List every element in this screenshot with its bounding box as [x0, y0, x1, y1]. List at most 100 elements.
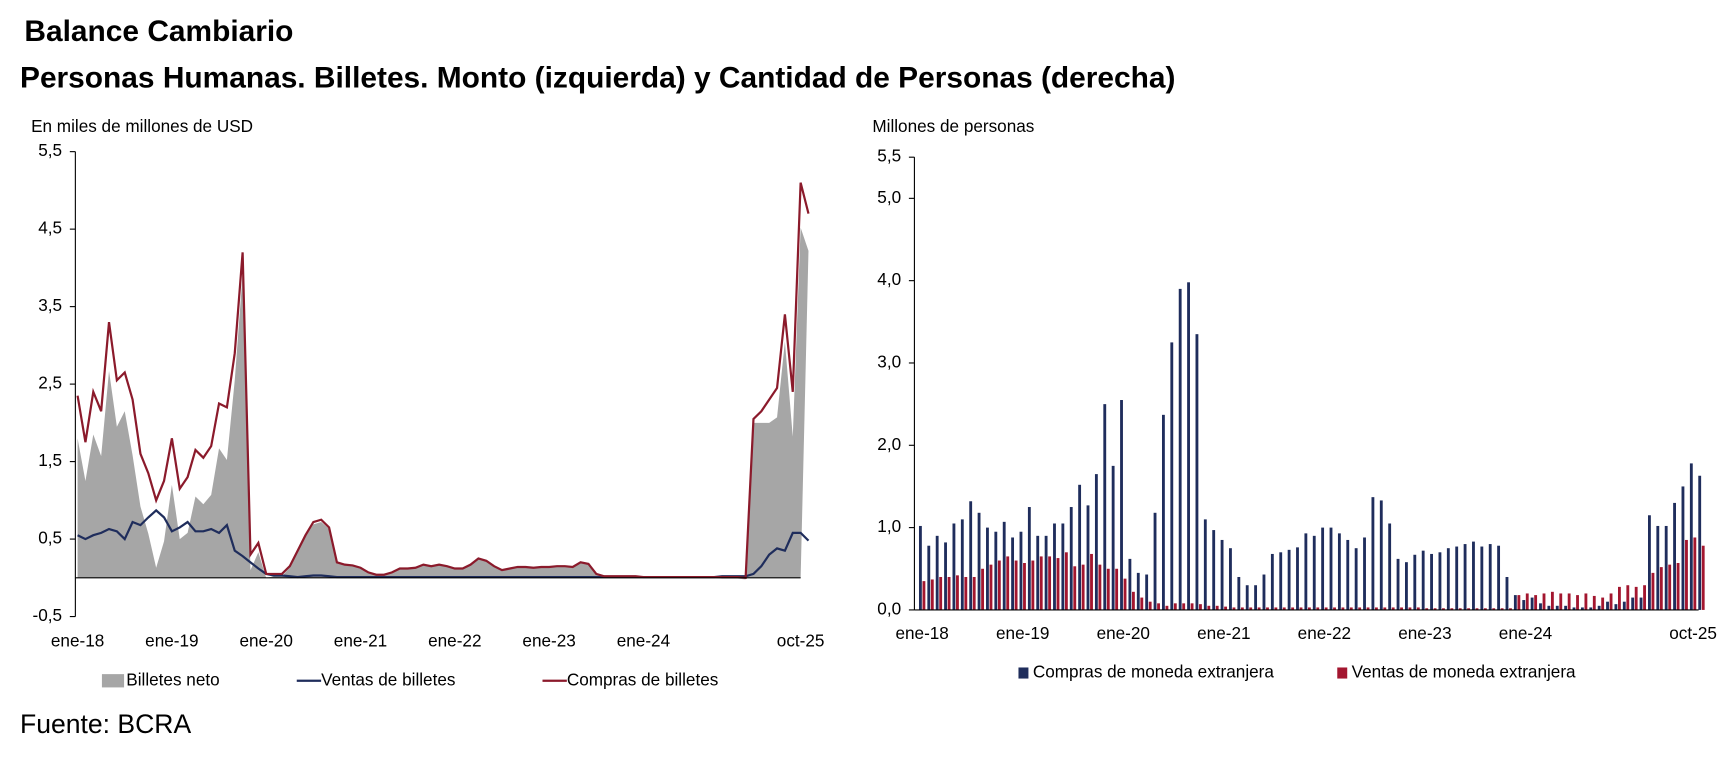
bar	[927, 545, 931, 610]
bar	[1254, 585, 1258, 610]
bar	[1190, 603, 1194, 610]
bar	[1036, 535, 1040, 610]
bar	[981, 568, 985, 610]
bar	[1061, 523, 1065, 610]
bar	[1576, 595, 1579, 610]
y-axis-title: Millones de personas	[872, 116, 1034, 136]
bar	[997, 560, 1001, 610]
bar	[1584, 593, 1588, 610]
title: Balance Cambiario	[24, 15, 293, 48]
bar	[1182, 603, 1186, 610]
bar	[1056, 558, 1060, 610]
bar	[1153, 512, 1157, 610]
bar	[1458, 608, 1462, 610]
bar	[1027, 507, 1031, 610]
y-tick-label: 2,5	[38, 373, 62, 393]
bar	[1220, 539, 1224, 610]
bar	[1648, 515, 1651, 610]
bar	[1656, 525, 1660, 610]
bar	[1534, 595, 1538, 610]
bar	[918, 525, 922, 610]
x-tick-label: ene-23	[1398, 623, 1451, 643]
x-tick-label: ene-22	[428, 631, 481, 651]
bar	[1048, 556, 1052, 610]
bar	[977, 512, 981, 610]
bar	[944, 542, 947, 610]
legend-label: Compras de moneda extranjera	[1033, 662, 1275, 682]
x-tick-label: oct-25	[1669, 623, 1717, 643]
bar	[1404, 562, 1408, 610]
bar	[1366, 607, 1370, 610]
bar	[1006, 556, 1010, 610]
bar	[1044, 535, 1048, 610]
source: Fuente: BCRA	[20, 709, 191, 739]
bar	[1601, 597, 1605, 610]
bar	[1542, 593, 1546, 610]
x-tick-label: ene-19	[145, 631, 198, 651]
bar	[972, 576, 976, 610]
bar	[1379, 500, 1383, 610]
bar	[1634, 586, 1638, 610]
bar	[1019, 531, 1023, 610]
bar	[1358, 607, 1362, 610]
bar	[1659, 567, 1663, 610]
bar	[1291, 607, 1295, 610]
bar	[1266, 607, 1269, 610]
bar	[1475, 608, 1479, 610]
bar	[1304, 533, 1308, 610]
bar	[1617, 586, 1621, 610]
bar	[1354, 548, 1358, 610]
y-tick-label: -0,5	[33, 605, 63, 625]
bar	[1120, 400, 1123, 610]
bar	[1597, 605, 1601, 610]
bar	[1064, 552, 1068, 610]
bar	[1513, 595, 1517, 610]
bar	[1396, 558, 1400, 610]
x-tick-label: ene-24	[1499, 623, 1553, 643]
x-tick-label: ene-21	[1197, 623, 1250, 643]
bar	[1249, 607, 1253, 610]
bar	[1567, 593, 1571, 610]
bar	[1145, 574, 1149, 610]
bar	[1081, 564, 1085, 610]
bar	[960, 519, 964, 610]
bar	[1212, 530, 1216, 610]
bar	[1371, 497, 1375, 610]
bar	[964, 576, 968, 610]
bar	[1631, 597, 1635, 610]
bar	[1349, 607, 1353, 610]
y-tick-label: 4,5	[38, 218, 62, 238]
x-tick-label: ene-18	[895, 623, 948, 643]
bar	[1492, 608, 1496, 610]
bar	[1069, 507, 1073, 610]
legend-label: Ventas de billetes	[321, 669, 455, 689]
bar	[1701, 545, 1705, 610]
bar	[1333, 607, 1336, 610]
bar	[1413, 554, 1417, 610]
bar	[1229, 548, 1232, 610]
bar	[1115, 568, 1119, 610]
bar	[1039, 556, 1043, 610]
bar	[1517, 595, 1521, 610]
bar	[1237, 576, 1241, 610]
legend-swatch	[1018, 667, 1029, 679]
bar	[1324, 607, 1328, 610]
bar	[1668, 564, 1672, 610]
bar	[1011, 537, 1015, 610]
bar	[922, 581, 926, 610]
bar	[935, 535, 939, 610]
y-tick-label: 1,5	[38, 450, 62, 470]
bar	[1103, 404, 1107, 610]
bar	[1111, 465, 1115, 610]
legend-label: Compras de billetes	[567, 669, 718, 689]
bar	[947, 576, 951, 610]
bar	[1131, 591, 1135, 610]
bar	[1383, 607, 1387, 610]
bar	[1262, 574, 1266, 610]
bar	[1257, 607, 1261, 610]
bar	[1282, 607, 1286, 610]
bar	[1421, 550, 1425, 610]
bar	[1589, 607, 1593, 610]
bar	[994, 531, 998, 610]
